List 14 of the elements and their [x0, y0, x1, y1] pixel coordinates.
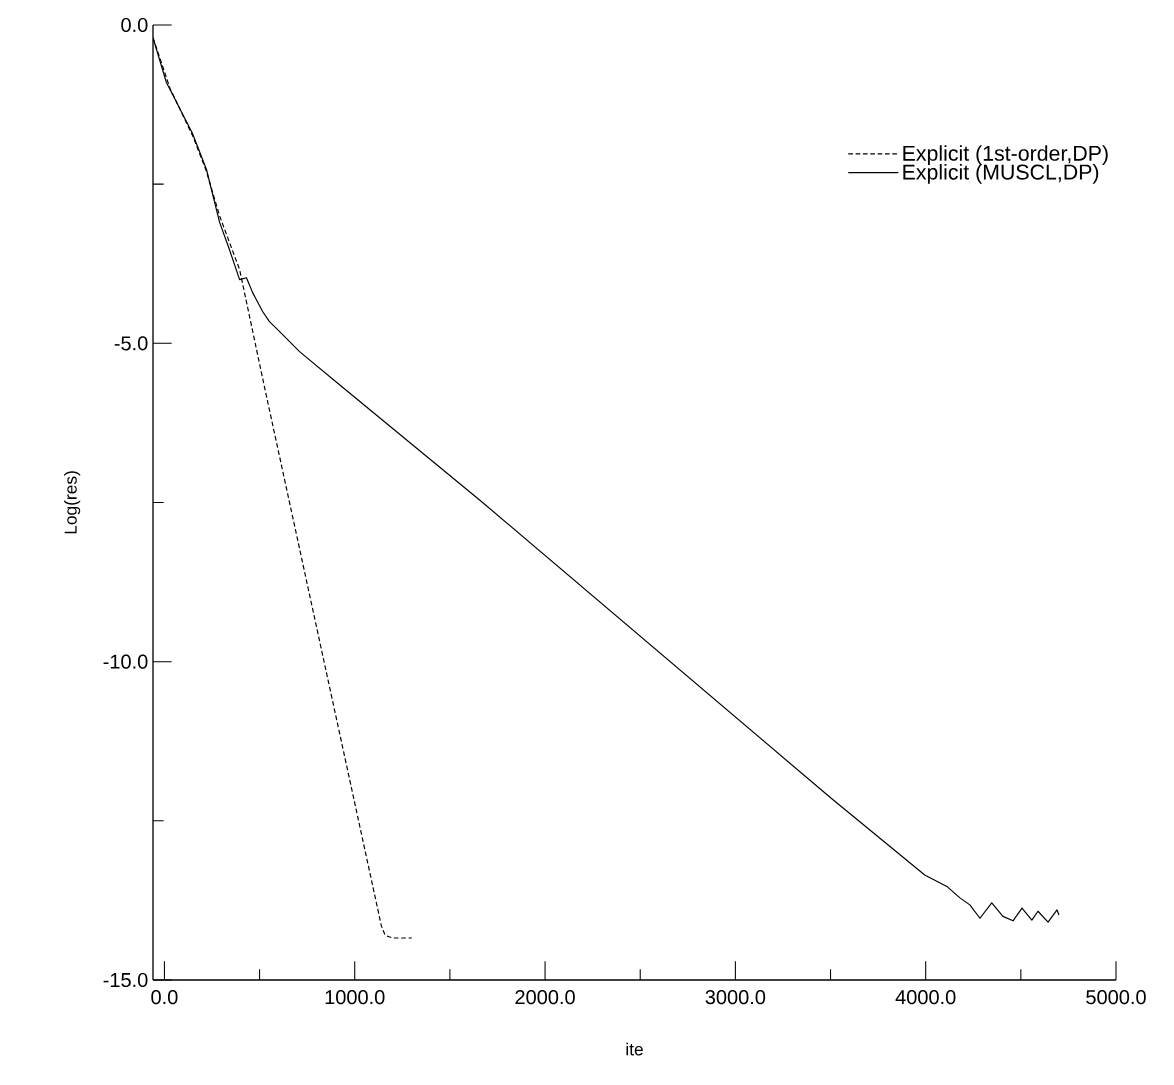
y-tick-label: -10.0: [103, 654, 148, 669]
y-tick-label: -5.0: [114, 336, 148, 351]
y-tick-label: 0.0: [121, 17, 148, 33]
legend-label: Explicit (1st-order,DP): [903, 145, 1108, 166]
y-tick-label: -15.0: [103, 972, 148, 988]
x-tick-label: 5000.0: [1086, 990, 1146, 1005]
y-axis-title: Log(res): [64, 471, 81, 534]
x-tick-label: 0.0: [151, 990, 178, 1005]
x-tick-label: 3000.0: [705, 990, 766, 1005]
legend-label: Explicit (MUSCL,DP): [903, 163, 1099, 184]
x-tick-label: 4000.0: [895, 990, 956, 1005]
x-axis-title: ite: [626, 1042, 643, 1056]
x-tick-label: 2000.0: [515, 990, 575, 1005]
x-tick-label: 1000.0: [325, 990, 385, 1005]
